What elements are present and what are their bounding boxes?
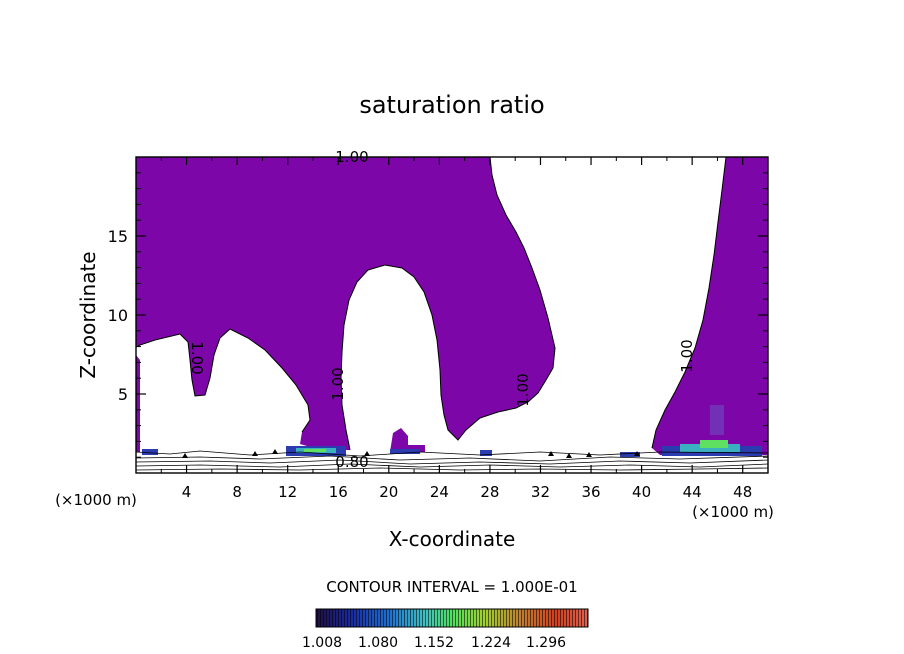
contour-label: 0.80: [335, 453, 368, 471]
x-tick-label: 20: [379, 483, 398, 501]
x-tick-label: 28: [480, 483, 499, 501]
x-tick-label: 32: [531, 483, 550, 501]
x-tick-label: 24: [430, 483, 449, 501]
x-tick-label: 40: [632, 483, 651, 501]
colorbar-tick-label: 1.080: [358, 635, 398, 651]
saturated-fill-lower-left: [136, 355, 140, 452]
surface-highs: [142, 405, 762, 457]
x-unit-label-right: (×1000 m): [692, 503, 774, 521]
x-tick-label: 16: [329, 483, 348, 501]
contour-label: 1.00: [329, 367, 347, 400]
x-tick-label: 12: [278, 483, 297, 501]
colorbar-tick-label: 1.152: [414, 635, 454, 651]
x-tick-label: 36: [581, 483, 600, 501]
colorbar-stripes: [316, 609, 588, 627]
colorbar-tick-label: 1.224: [471, 635, 511, 651]
y-tick-label: 10: [108, 306, 128, 325]
colorbar: 1.008 1.080 1.152 1.224 1.296: [302, 608, 589, 651]
y-tick-label: 15: [108, 227, 128, 246]
y-axis-label: Z-coordinate: [76, 251, 100, 378]
x-unit-label-left: (×1000 m): [55, 491, 137, 509]
contour-label: 1.00: [514, 373, 532, 406]
x-tick-label: 44: [683, 483, 702, 501]
contour-label: 1.00: [678, 339, 696, 372]
x-axis-ticks: 4 8 12 16 20 24 28 32 36 40 44 48: [160, 157, 752, 501]
x-tick-label: 8: [232, 483, 242, 501]
saturated-fill-left: [136, 157, 555, 450]
y-tick-label: 5: [118, 385, 128, 404]
y-axis-ticks: 5 10 15: [108, 172, 768, 458]
colorbar-tick-labels: 1.008 1.080 1.152 1.224 1.296: [302, 635, 566, 651]
saturated-fill-spot: [390, 428, 425, 452]
contour-one-outline: [136, 157, 727, 451]
contour-labels: 1.001.001.00 1.001.000.80: [188, 148, 696, 471]
contour-label: 1.00: [188, 341, 206, 374]
saturation-region: [136, 157, 768, 471]
colorbar-tick-label: 1.008: [302, 635, 342, 651]
colorbar-tick-label: 1.296: [526, 635, 566, 651]
surface-markers: [182, 449, 640, 458]
chart-title: saturation ratio: [359, 91, 544, 119]
surface-contour-lines: [136, 450, 768, 471]
x-tick-label: 48: [733, 483, 752, 501]
x-axis-label: X-coordinate: [389, 527, 516, 551]
contour-interval-note: CONTOUR INTERVAL = 1.000E-01: [326, 578, 577, 596]
colorbar-frame: [315, 608, 589, 628]
x-tick-label: 4: [182, 483, 192, 501]
